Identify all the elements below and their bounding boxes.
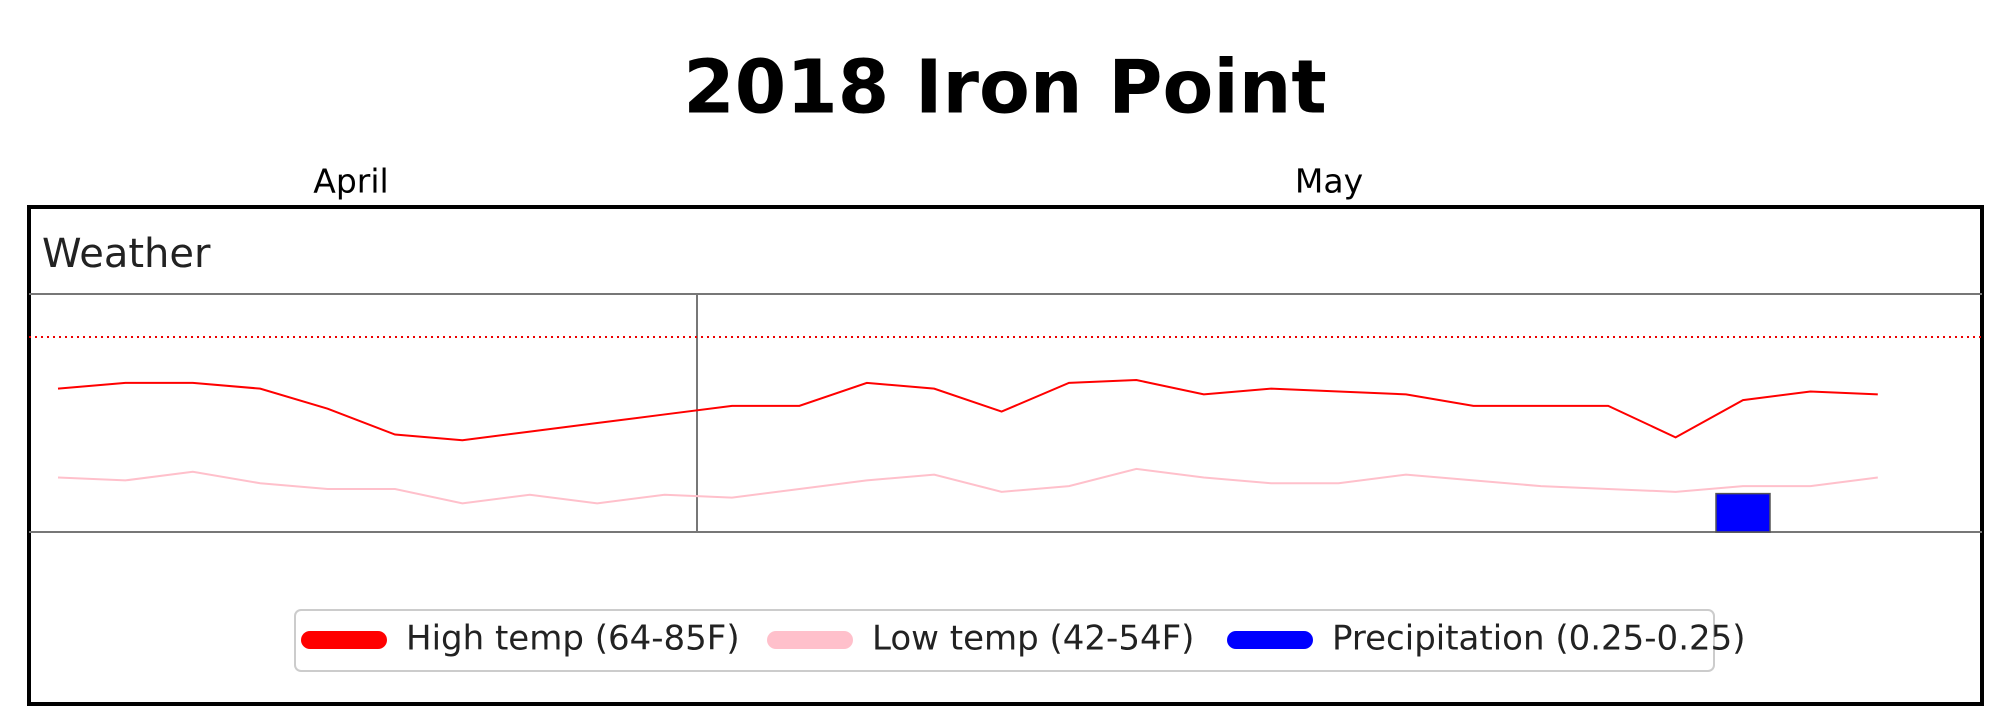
panel-border	[27, 205, 1984, 706]
panel-title: Weather	[42, 231, 211, 277]
temp-line	[57, 467, 1878, 505]
month-label: May	[1295, 162, 1363, 201]
legend-label: Precipitation (0.25-0.25)	[1332, 619, 1746, 659]
legend-label: Low temp (42-54F)	[872, 619, 1194, 659]
temp-line	[57, 379, 1878, 442]
precip-bar	[1715, 492, 1771, 533]
legend	[294, 609, 1715, 672]
chart-title: 2018 Iron Point	[683, 45, 1327, 131]
legend-label: High temp (64-85F)	[406, 619, 740, 659]
month-label: April	[313, 162, 388, 201]
